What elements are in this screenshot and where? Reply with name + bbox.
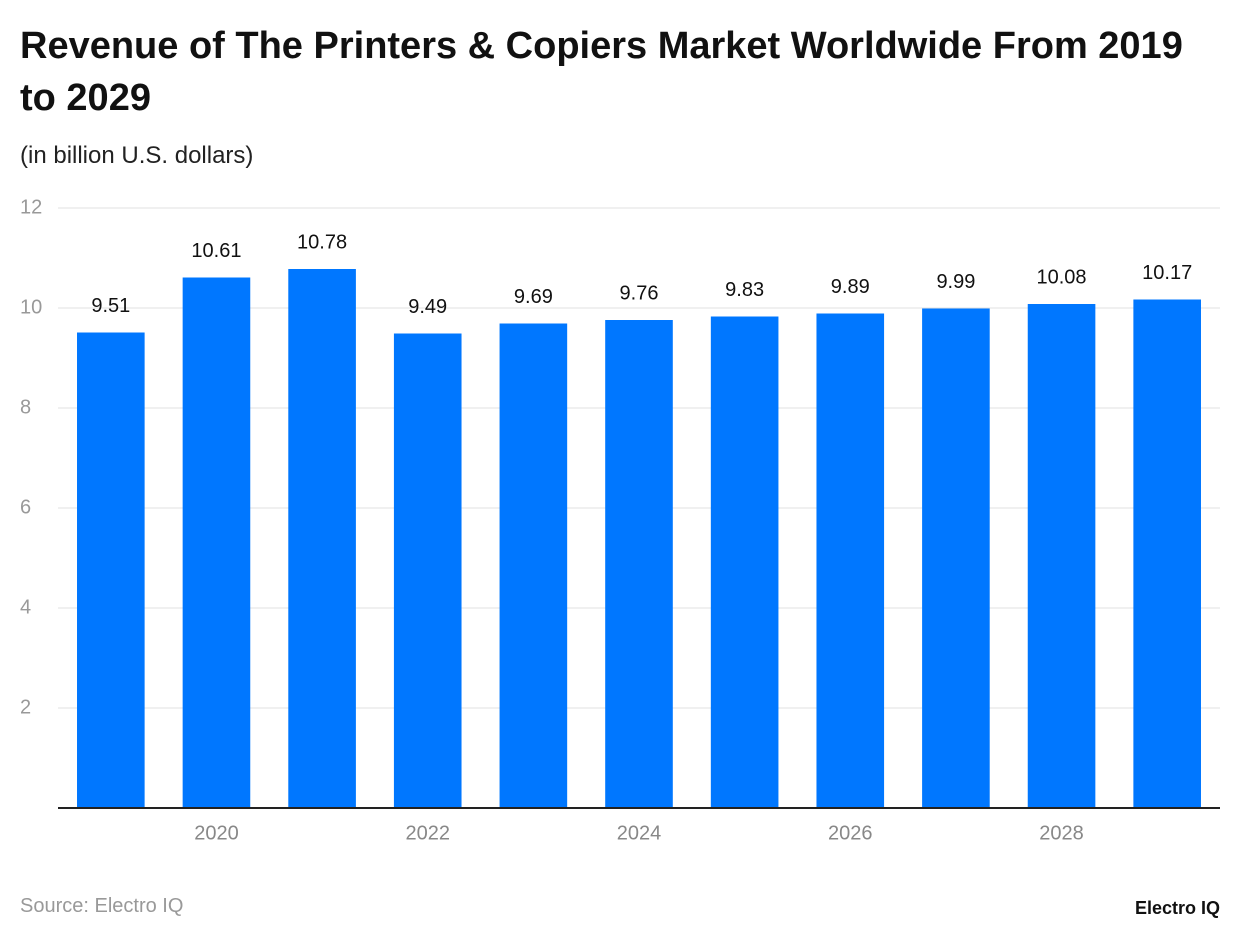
bar <box>499 323 568 808</box>
bar <box>288 269 356 808</box>
source: Source: Electro IQ <box>20 895 184 917</box>
bar <box>1027 304 1096 808</box>
data-label: 10.17 <box>1142 262 1192 284</box>
data-label: 9.51 <box>91 295 130 317</box>
data-label: 10.78 <box>297 231 347 253</box>
bar <box>393 333 462 808</box>
x-tick-label: 2020 <box>194 822 239 844</box>
y-tick-label: 2 <box>20 696 31 718</box>
y-tick-label: 8 <box>20 396 31 418</box>
data-label: 9.89 <box>831 276 870 298</box>
x-tick-label: 2026 <box>828 822 873 844</box>
brand: Electro IQ <box>1134 898 1220 918</box>
data-label: 10.61 <box>191 240 241 262</box>
bar <box>605 320 673 808</box>
y-tick-label: 10 <box>20 296 42 318</box>
y-tick-label: 12 <box>20 196 42 218</box>
data-label: 9.49 <box>408 296 447 318</box>
y-tick-label: 6 <box>20 496 31 518</box>
bar <box>1133 299 1201 808</box>
x-tick-label: 2022 <box>405 822 450 844</box>
x-tick-label: 2028 <box>1039 822 1084 844</box>
chart-title: Revenue of The Printers & Copiers Market… <box>20 25 1183 119</box>
bar <box>710 316 779 808</box>
bar <box>816 313 885 808</box>
y-tick-label: 4 <box>20 596 31 618</box>
data-label: 10.08 <box>1037 266 1087 288</box>
data-label: 9.83 <box>725 279 764 301</box>
x-tick-label: 2024 <box>617 822 662 844</box>
bar <box>77 332 145 808</box>
bar <box>922 308 990 808</box>
data-label: 9.76 <box>620 282 659 304</box>
chart-subtitle: (in billion U.S. dollars) <box>20 142 254 169</box>
data-label: 9.69 <box>514 286 553 308</box>
bar <box>182 277 251 808</box>
data-label: 9.99 <box>936 271 975 293</box>
chart: 2 4 6 8 10 12 9.51 2020 10.61 10.78 2022 9.49 9.69 20… <box>20 196 1220 844</box>
